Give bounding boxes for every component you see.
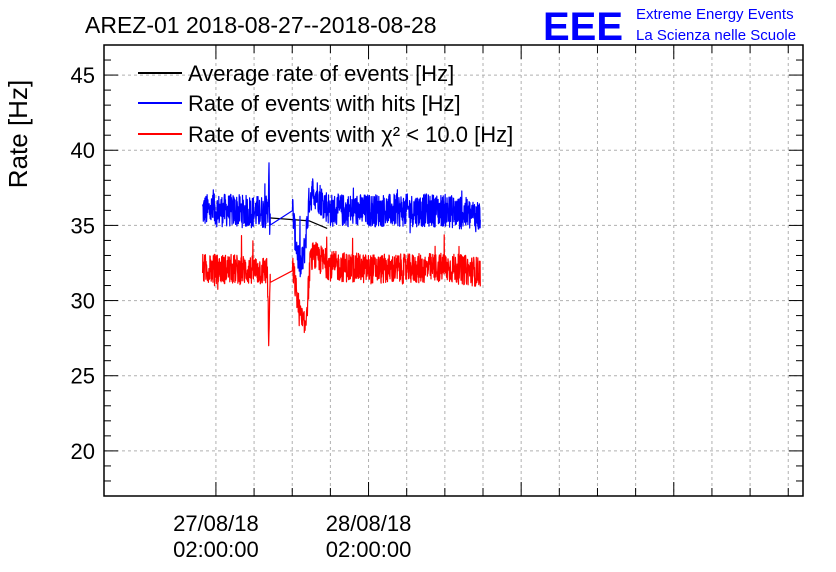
legend: Average rate of events [Hz] Rate of even… xyxy=(138,61,513,147)
series-rate-with-hits xyxy=(202,162,481,278)
series-average-rate xyxy=(269,217,328,229)
logo-line-2: La Scienza nelle Scuole xyxy=(636,27,796,44)
x-tick-label-time: 02:00:00 xyxy=(326,537,412,562)
series-group xyxy=(202,162,481,347)
eee-logo: EEE Extreme Energy Events La Scienza nel… xyxy=(543,5,796,49)
x-tick-label-date: 27/08/18 xyxy=(173,511,259,536)
y-tick-label: 20 xyxy=(71,439,95,464)
logo-mark: EEE xyxy=(543,5,623,49)
x-tick-label-time: 02:00:00 xyxy=(173,537,259,562)
plot-frame xyxy=(103,44,804,497)
legend-label-hits: Rate of events with hits [Hz] xyxy=(188,91,461,116)
legend-label-average: Average rate of events [Hz] xyxy=(188,61,454,86)
y-axis-title: Rate [Hz] xyxy=(3,80,33,188)
y-tick-label: 35 xyxy=(71,213,95,238)
x-tick-label-date: 28/08/18 xyxy=(326,511,412,536)
logo-line-1: Extreme Energy Events xyxy=(636,6,794,23)
plot-border xyxy=(103,44,804,497)
grid xyxy=(104,45,803,496)
y-tick-label: 40 xyxy=(71,138,95,163)
series-rate-chi2 xyxy=(202,234,481,347)
chart-title: AREZ-01 2018-08-27--2018-08-28 xyxy=(85,12,437,38)
y-tick-label: 30 xyxy=(71,289,95,314)
tick-labels: 20253035404527/08/1802:00:0028/08/1802:0… xyxy=(71,63,412,562)
y-tick-label: 45 xyxy=(71,63,95,88)
y-tick-label: 25 xyxy=(71,364,95,389)
legend-label-chi2: Rate of events with χ² < 10.0 [Hz] xyxy=(188,122,513,147)
